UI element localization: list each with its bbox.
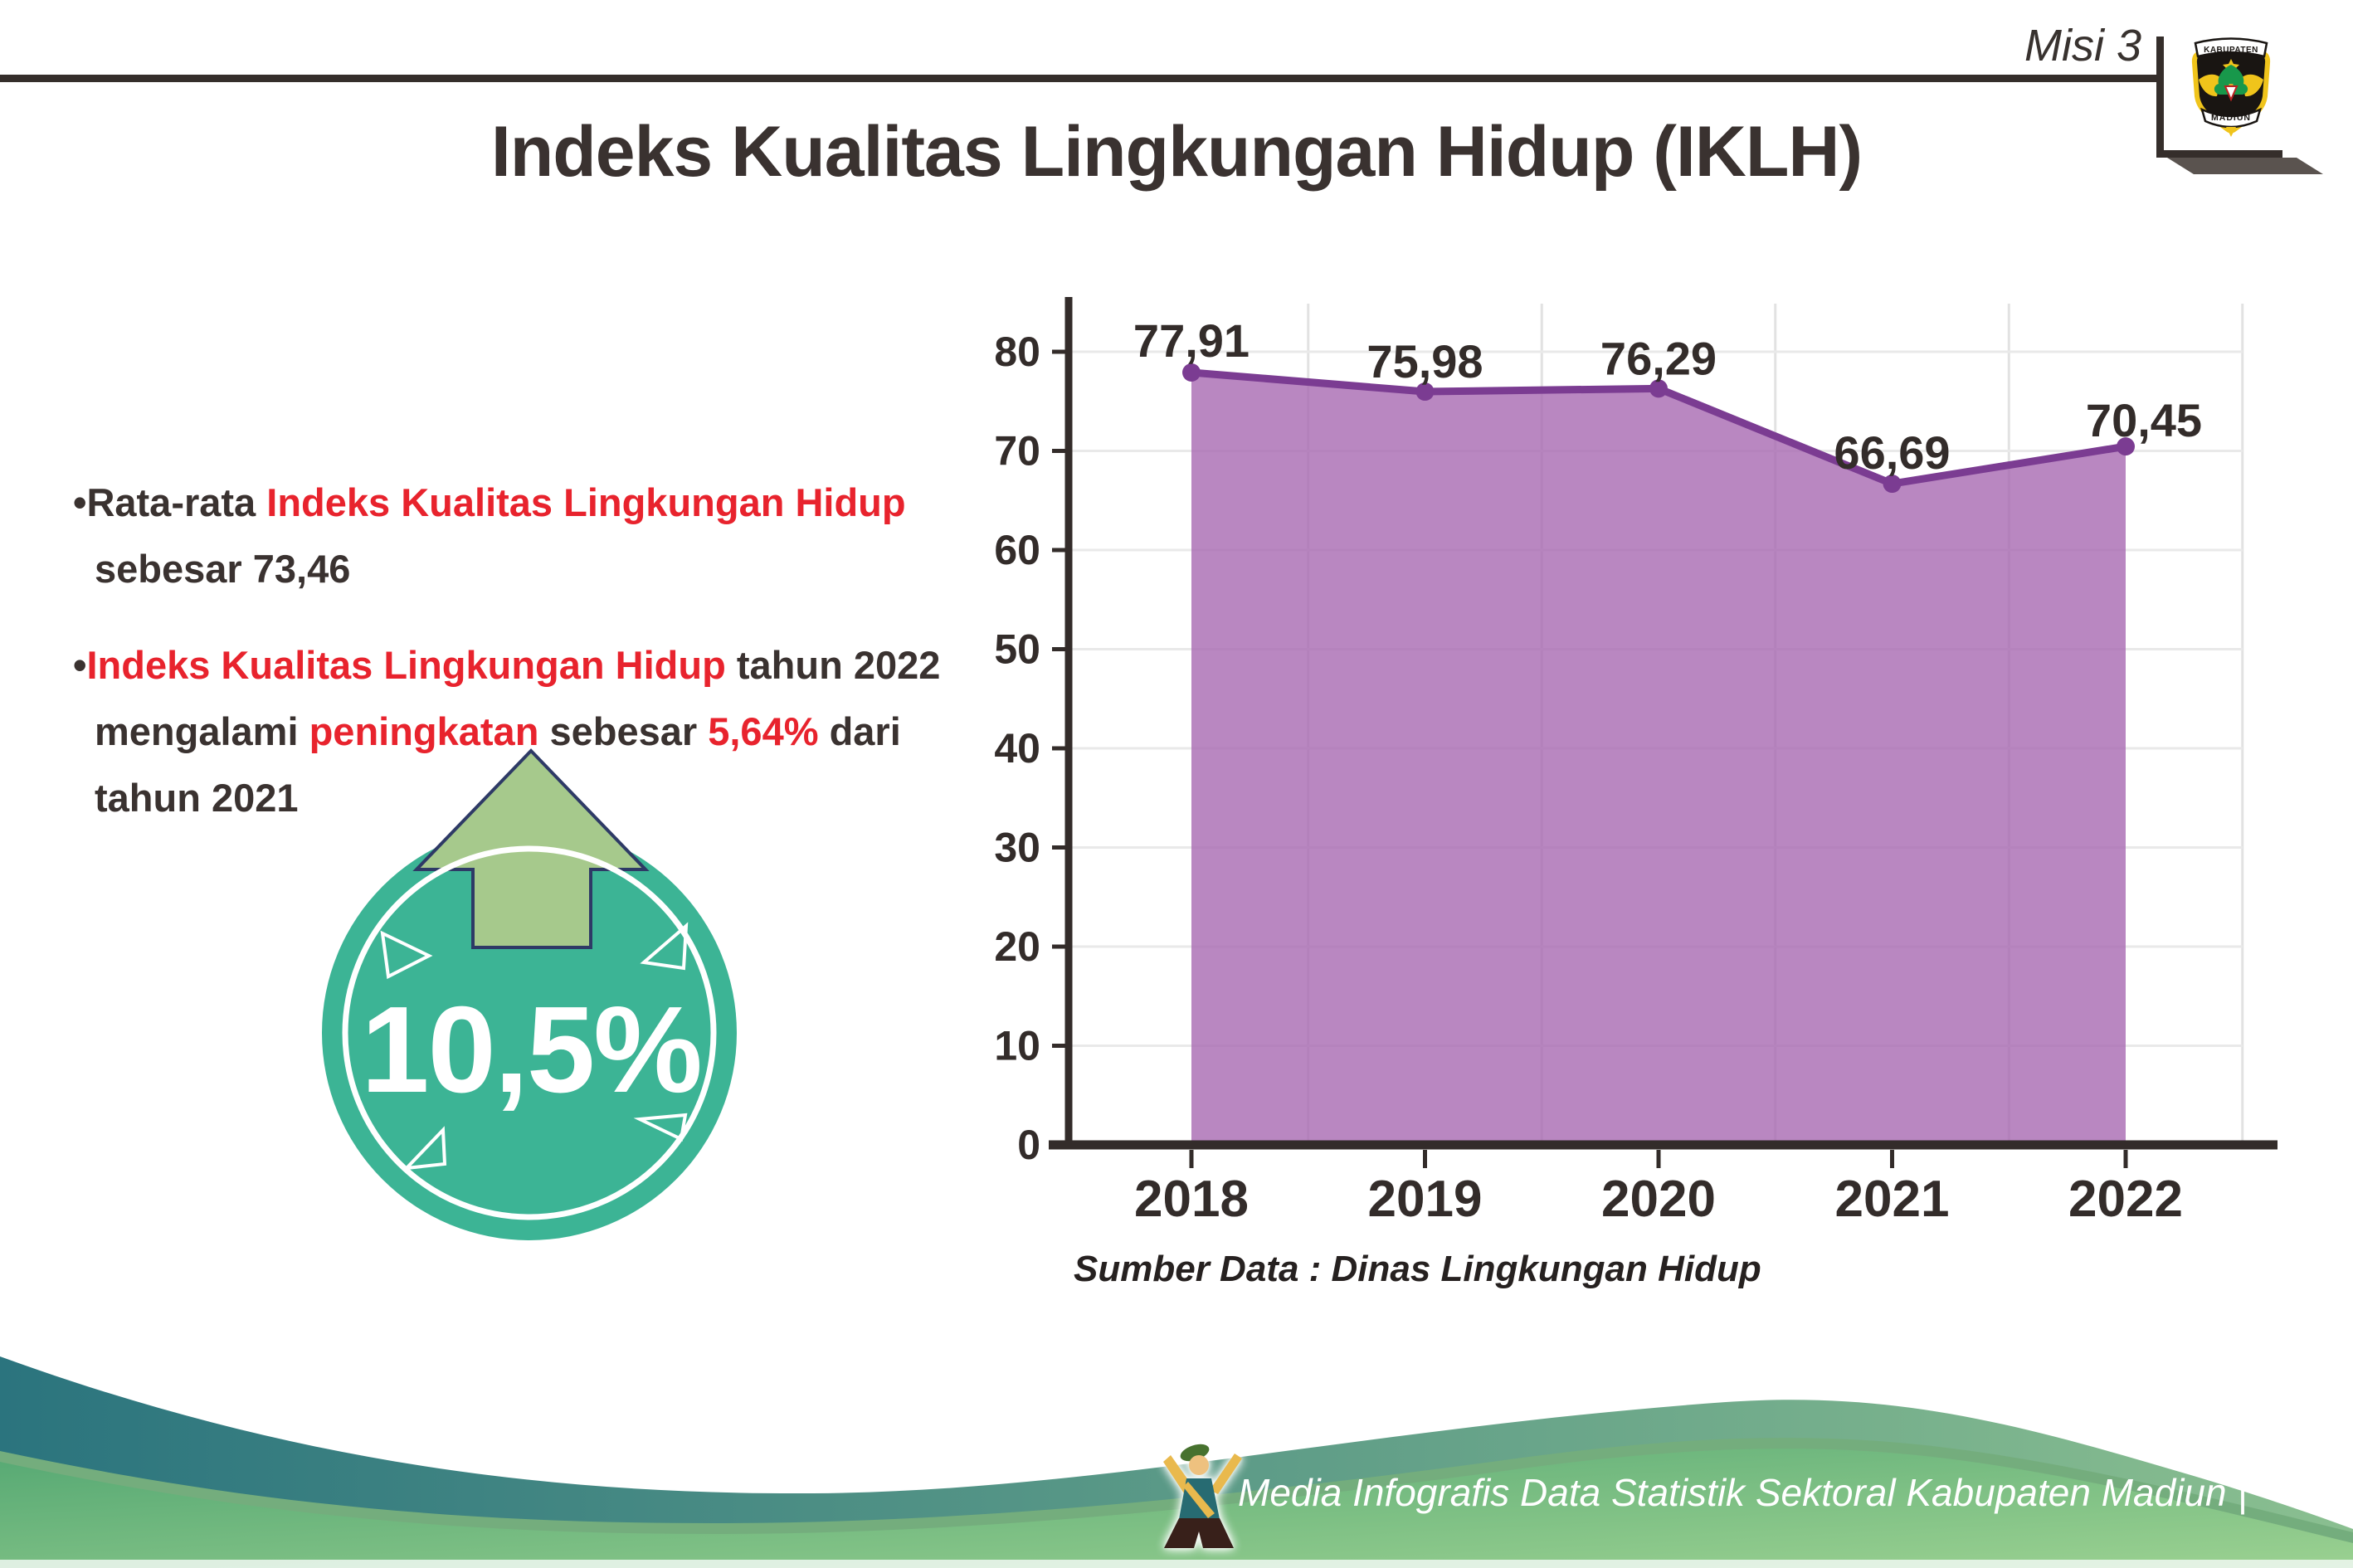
insight-line: •Indeks Kualitas Lingkungan Hidup tahun … xyxy=(73,632,969,699)
x-axis-label: 2021 xyxy=(1835,1171,1950,1228)
badge-spark-top-right xyxy=(640,922,689,971)
page-title: Indeks Kualitas Lingkungan Hidup (IKLH) xyxy=(490,112,1863,192)
y-axis-label: 10 xyxy=(994,1023,1040,1069)
data-label: 75,98 xyxy=(1366,335,1483,387)
body-text: dari xyxy=(818,709,901,753)
insight-line: •Rata-rata Indeks Kualitas Lingkungan Hi… xyxy=(73,470,969,536)
badge-spark-bottom-right xyxy=(633,1113,688,1142)
bottom-edge-strip xyxy=(0,1560,2353,1568)
body-text: sebesar 73,46 xyxy=(95,547,351,591)
kabupaten-madiun-logo: KABUPATEN MADIUN xyxy=(2191,37,2271,137)
footer-wave-group xyxy=(0,1356,2353,1568)
data-point-marker xyxy=(1182,363,1201,382)
growth-badge xyxy=(322,748,737,1240)
logo-box-left-rule xyxy=(2156,37,2164,158)
logo-bottom-text: MADIUN xyxy=(2211,113,2251,123)
insight-bullets: •Rata-rata Indeks Kualitas Lingkungan Hi… xyxy=(73,470,969,861)
badge-percentage: 10,5% xyxy=(361,981,703,1118)
x-axis-label: 2022 xyxy=(2068,1171,2183,1228)
data-label: 66,69 xyxy=(1834,426,1950,479)
logo-center-shield xyxy=(2224,85,2239,102)
body-text: tahun 2022 xyxy=(725,643,941,687)
chart-area xyxy=(1191,372,2126,1146)
mission-label: Misi 3 xyxy=(2024,21,2141,71)
data-label: 77,91 xyxy=(1133,314,1250,367)
footer-credit: Media Infografis Data Statistik Sektoral… xyxy=(1238,1471,2248,1514)
x-axis-label: 2018 xyxy=(1134,1171,1249,1228)
y-axis-label: 50 xyxy=(994,626,1040,673)
badge-circle xyxy=(322,825,737,1240)
body-text: tahun 2021 xyxy=(95,776,299,820)
insight-bullet: •Indeks Kualitas Lingkungan Hidup tahun … xyxy=(73,632,969,831)
data-point-marker xyxy=(1883,475,1902,494)
logo-box-bottom-rule xyxy=(2156,150,2282,158)
insight-line: sebesar 73,46 xyxy=(73,536,969,602)
y-axis-label: 40 xyxy=(994,725,1040,772)
logo-top-text: KABUPATEN xyxy=(2204,46,2258,55)
logo-ribbon-bottom xyxy=(2200,107,2262,129)
logo-box-shadow xyxy=(2167,158,2323,174)
highlight-text: peningkatan xyxy=(309,709,539,753)
insight-line: mengalami peningkatan sebesar 5,64% dari xyxy=(73,699,969,765)
data-source-note: Sumber Data : Dinas Lingkungan Hidup xyxy=(1074,1249,1761,1289)
y-axis-label: 80 xyxy=(994,329,1040,375)
body-text: mengalami xyxy=(95,709,309,753)
data-point-marker xyxy=(2117,437,2135,456)
y-axis-label: 30 xyxy=(994,825,1040,871)
y-axis-label: 60 xyxy=(994,527,1040,573)
y-axis-label: 70 xyxy=(994,428,1040,475)
highlight-text: Indeks Kualitas Lingkungan Hidup xyxy=(86,643,726,687)
logo-bottom-tassel xyxy=(2226,127,2236,137)
logo-ribbon-top xyxy=(2194,37,2268,58)
highlight-text: 5,64% xyxy=(708,709,819,753)
body-text: •Rata-rata xyxy=(73,480,267,524)
y-axis-label: 20 xyxy=(994,923,1040,970)
x-axis-label: 2019 xyxy=(1368,1171,1483,1228)
data-point-marker xyxy=(1415,382,1435,402)
body-text: sebesar xyxy=(538,709,709,753)
logo-tree-icon xyxy=(2214,65,2248,95)
header-rule xyxy=(0,75,2159,82)
data-label: 76,29 xyxy=(1600,332,1717,384)
data-point-marker xyxy=(1649,379,1668,398)
data-label: 70,45 xyxy=(2086,394,2202,446)
highlight-text: Indeks Kualitas Lingkungan Hidup xyxy=(266,480,906,524)
x-axis-label: 2020 xyxy=(1601,1171,1716,1228)
badge-spark-bottom-left xyxy=(402,1126,447,1171)
badge-inner-ring xyxy=(342,845,717,1220)
badge-spark-top-left xyxy=(380,930,433,980)
mascot-icon xyxy=(1163,1444,1242,1548)
footer-wave-green xyxy=(0,1449,2353,1568)
y-axis-label: 0 xyxy=(1017,1122,1040,1168)
body-text: • xyxy=(73,643,87,687)
insight-line: tahun 2021 xyxy=(73,765,969,831)
insight-bullet: •Rata-rata Indeks Kualitas Lingkungan Hi… xyxy=(73,470,969,602)
